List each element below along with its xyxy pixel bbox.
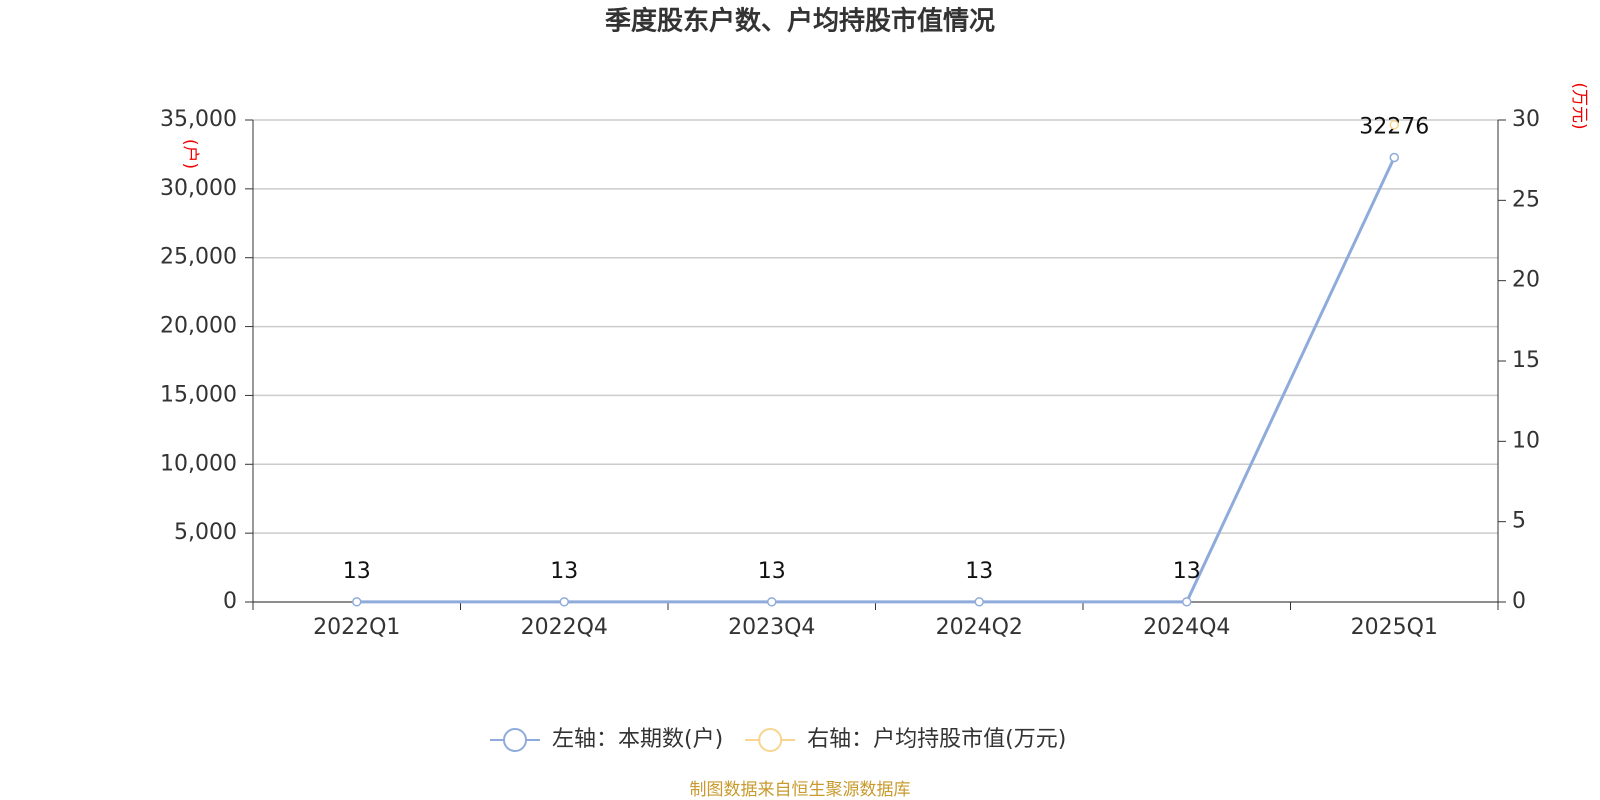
chart-title: 季度股东户数、户均持股市值情况 [605, 6, 995, 37]
x-tick-label: 2024Q2 [936, 615, 1023, 640]
data-point [1182, 597, 1192, 607]
data-label: 13 [343, 559, 371, 584]
data-label: 13 [965, 559, 993, 584]
legend-marker [758, 728, 783, 752]
source-note: 制图数据来自恒生聚源数据库 [690, 780, 911, 800]
y2-tick-label: 5 [1512, 509, 1526, 534]
y-tick-label: 35,000 [160, 107, 237, 132]
legend-label: 右轴：户均持股市值(万元) [807, 727, 1066, 752]
legend-marker [503, 728, 527, 752]
y-tick-label: 20,000 [160, 314, 237, 339]
y2-tick-label: 30 [1512, 107, 1540, 132]
legend-label: 左轴：本期数(户) [552, 727, 723, 752]
y2-tick-label: 25 [1512, 187, 1540, 212]
y-tick-label: 15,000 [160, 382, 237, 407]
data-point [767, 597, 777, 607]
data-point [974, 597, 984, 607]
y-tick-label: 25,000 [160, 245, 237, 270]
data-point [1389, 152, 1399, 163]
y-tick-label: 0 [223, 589, 237, 614]
y-tick-label: 10,000 [160, 451, 237, 476]
x-tick-label: 2023Q4 [728, 615, 815, 640]
series-line [356, 156, 1396, 604]
data-label: 13 [550, 559, 578, 584]
data-label: 13 [1173, 559, 1201, 584]
data-point [1389, 120, 1399, 130]
y-tick-label: 5,000 [174, 520, 237, 545]
x-tick-label: 2022Q1 [313, 615, 400, 640]
x-tick-label: 2025Q1 [1351, 615, 1438, 640]
x-tick-label: 2022Q4 [521, 615, 608, 640]
y2-tick-label: 15 [1512, 348, 1540, 373]
y2-axis-label: (万元) [1569, 82, 1589, 129]
y2-tick-label: 20 [1512, 268, 1540, 293]
data-point [559, 597, 569, 607]
x-tick-label: 2024Q4 [1143, 615, 1230, 640]
data-point [352, 597, 362, 607]
y2-tick-label: 10 [1512, 428, 1540, 453]
y-tick-label: 30,000 [160, 176, 237, 201]
data-label: 13 [758, 559, 786, 584]
y2-tick-label: 0 [1512, 589, 1526, 614]
y-axis-label: (户) [180, 139, 200, 169]
